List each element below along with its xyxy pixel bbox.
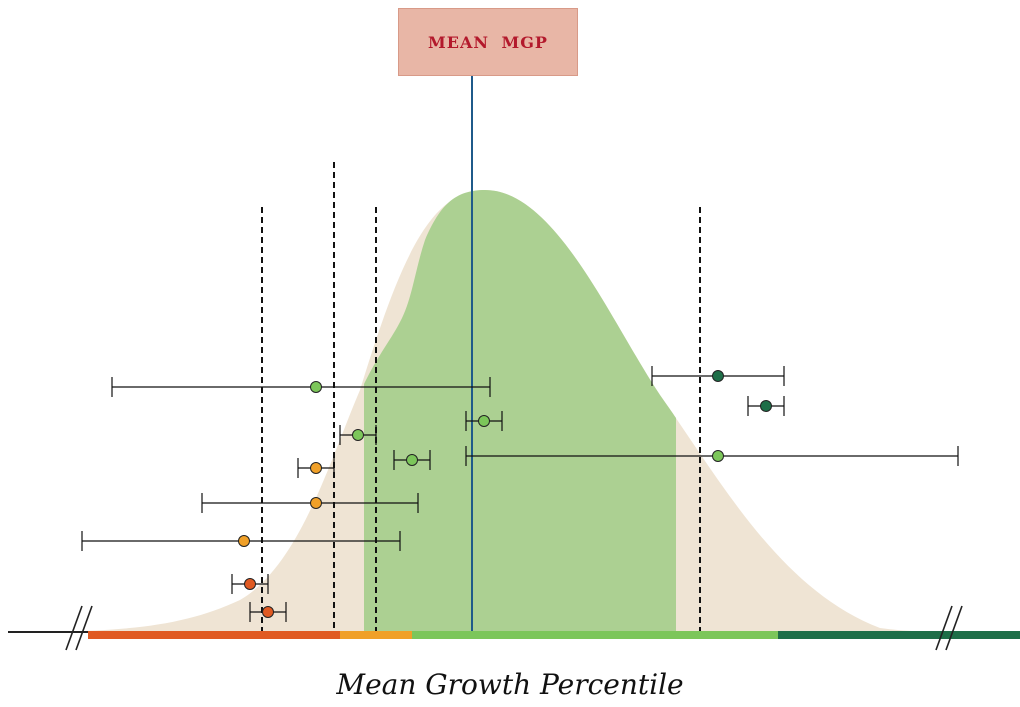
estimate-point (478, 415, 490, 427)
axis-break-1 (65, 605, 93, 651)
estimate-10 (81, 531, 401, 551)
axis-break-2 (935, 605, 963, 651)
x-axis-title: Mean Growth Percentile (336, 668, 684, 701)
cut-score-lines (261, 162, 701, 632)
estimate-9 (201, 493, 419, 513)
estimate-point (712, 450, 724, 462)
break-stroke (65, 605, 83, 651)
estimate-3 (747, 396, 785, 416)
estimate-12 (249, 602, 287, 622)
estimate-5 (339, 425, 377, 445)
estimate-point (238, 535, 250, 547)
estimate-point (310, 381, 322, 393)
highlighted-distribution (364, 190, 676, 632)
red-band (88, 631, 340, 639)
light-green-band (412, 631, 778, 639)
break-stroke (75, 605, 93, 651)
x-axis (8, 605, 1020, 651)
estimate-point (244, 578, 256, 590)
estimate-point (310, 497, 322, 509)
estimate-point (712, 370, 724, 382)
estimate-point (310, 462, 322, 474)
estimate-7 (465, 446, 959, 466)
estimate-6 (393, 450, 431, 470)
break-stroke (945, 605, 963, 651)
estimate-point (760, 400, 772, 412)
estimate-11 (231, 574, 269, 594)
orange-band (340, 631, 412, 639)
estimate-point (262, 606, 274, 618)
dark-green-band (778, 631, 1020, 639)
estimate-8 (297, 458, 335, 478)
school-estimates (81, 366, 959, 622)
estimate-4 (465, 411, 503, 431)
estimate-2 (651, 366, 785, 386)
estimate-point (352, 429, 364, 441)
estimate-point (406, 454, 418, 466)
estimate-1 (111, 377, 491, 397)
mean-mgp-label: MEAN MGP (398, 8, 578, 76)
break-stroke (935, 605, 953, 651)
